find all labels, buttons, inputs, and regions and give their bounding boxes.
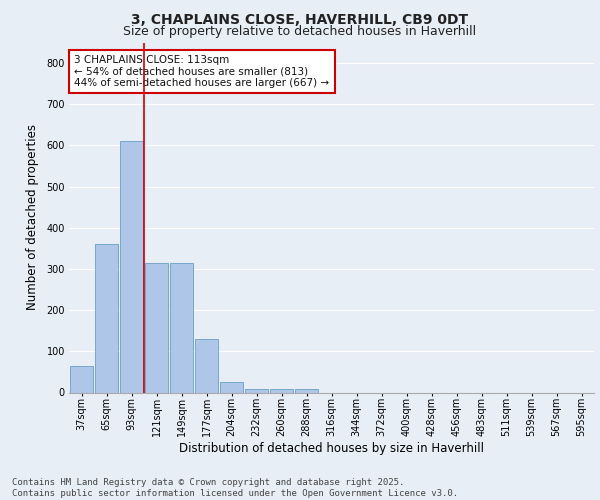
Bar [70,366,93,392]
Bar [195,339,218,392]
X-axis label: Distribution of detached houses by size in Haverhill: Distribution of detached houses by size … [179,442,484,454]
Bar [295,389,318,392]
Text: Size of property relative to detached houses in Haverhill: Size of property relative to detached ho… [124,25,476,38]
Bar [145,263,168,392]
Bar [120,142,143,392]
Bar [220,382,243,392]
Text: 3 CHAPLAINS CLOSE: 113sqm
← 54% of detached houses are smaller (813)
44% of semi: 3 CHAPLAINS CLOSE: 113sqm ← 54% of detac… [74,55,329,88]
Y-axis label: Number of detached properties: Number of detached properties [26,124,40,310]
Bar [170,263,193,392]
Bar [270,389,293,392]
Text: 3, CHAPLAINS CLOSE, HAVERHILL, CB9 0DT: 3, CHAPLAINS CLOSE, HAVERHILL, CB9 0DT [131,12,469,26]
Bar [245,389,268,392]
Text: Contains HM Land Registry data © Crown copyright and database right 2025.
Contai: Contains HM Land Registry data © Crown c… [12,478,458,498]
Bar [95,244,118,392]
